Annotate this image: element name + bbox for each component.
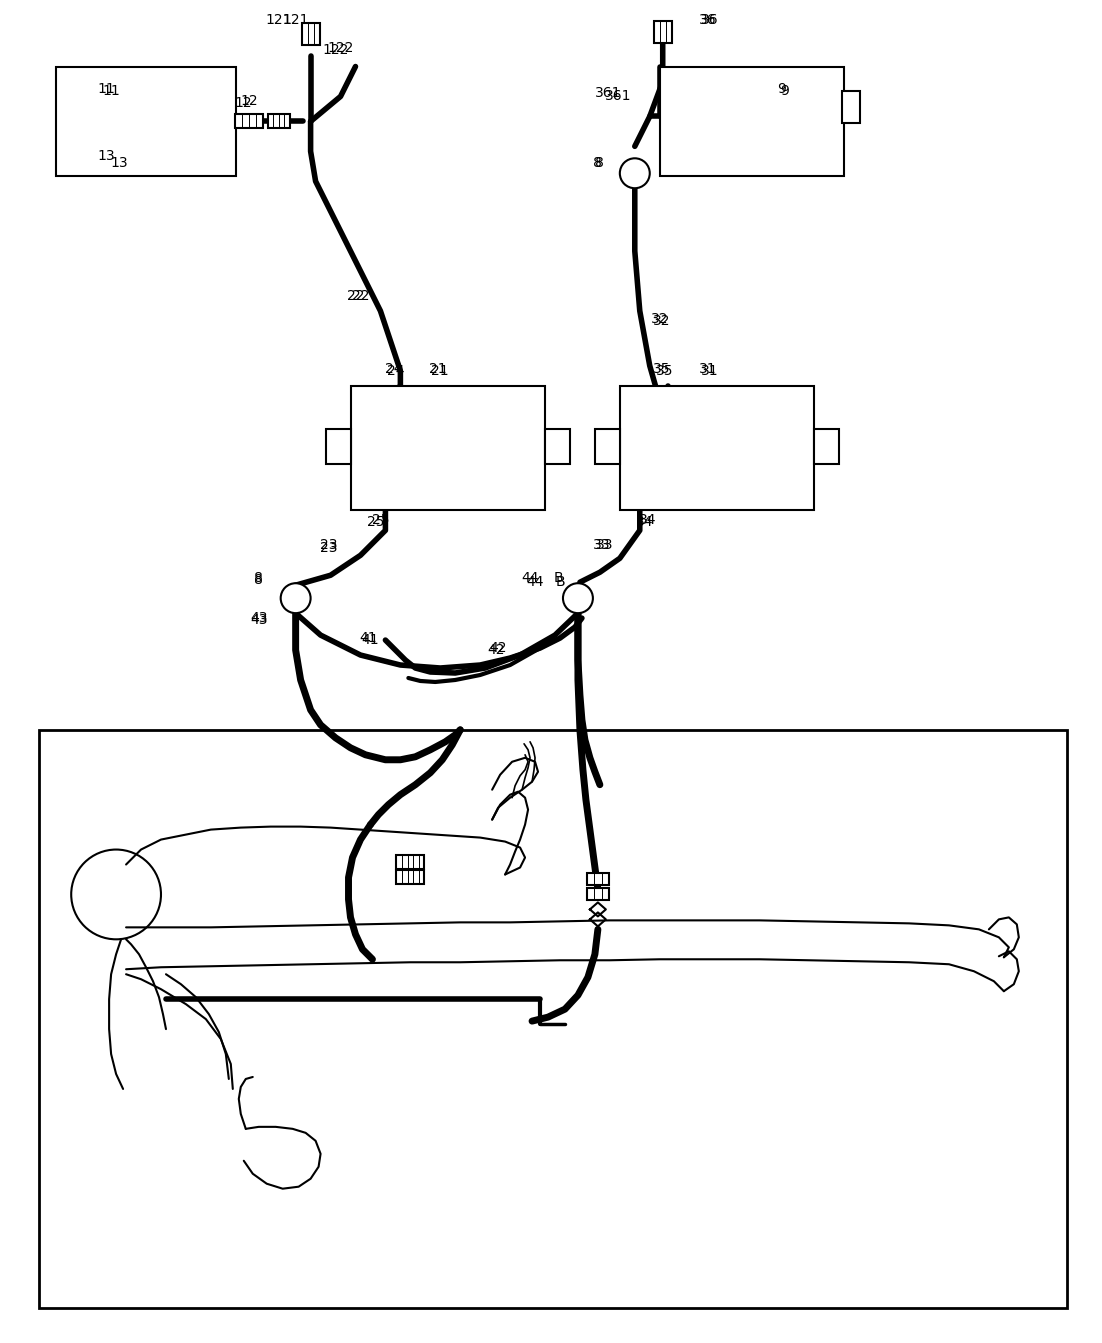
Bar xyxy=(235,114,262,129)
Text: 43: 43 xyxy=(250,614,268,627)
Text: 13: 13 xyxy=(97,149,115,164)
Circle shape xyxy=(281,583,311,614)
Circle shape xyxy=(563,583,593,614)
Bar xyxy=(397,870,424,885)
Text: 9: 9 xyxy=(780,85,789,98)
Text: 361: 361 xyxy=(595,86,622,101)
Text: 44: 44 xyxy=(527,575,543,590)
Text: 122: 122 xyxy=(327,40,354,55)
Bar xyxy=(842,91,861,124)
Text: 32: 32 xyxy=(653,314,670,328)
Text: 121: 121 xyxy=(282,12,309,27)
Text: 22: 22 xyxy=(347,289,365,304)
Text: 22: 22 xyxy=(352,289,369,304)
Text: 36: 36 xyxy=(699,12,716,27)
Text: 32: 32 xyxy=(651,312,669,326)
Bar xyxy=(653,20,672,43)
Bar xyxy=(587,889,608,900)
Text: 361: 361 xyxy=(605,90,631,103)
Text: 21: 21 xyxy=(430,361,447,376)
Text: 24: 24 xyxy=(387,364,404,377)
Text: 122: 122 xyxy=(323,43,348,56)
Text: 31: 31 xyxy=(699,361,716,376)
Bar xyxy=(325,428,350,463)
Text: 8: 8 xyxy=(595,156,604,171)
Text: 24: 24 xyxy=(385,361,402,376)
Text: 35: 35 xyxy=(653,361,670,376)
Bar xyxy=(814,428,840,463)
Text: 9: 9 xyxy=(777,82,786,97)
Bar xyxy=(587,873,608,885)
Text: B: B xyxy=(553,571,563,586)
Text: 13: 13 xyxy=(110,156,128,171)
Circle shape xyxy=(619,158,650,188)
Text: 41: 41 xyxy=(359,631,377,645)
Text: 43: 43 xyxy=(250,611,268,624)
Text: B: B xyxy=(555,575,565,590)
Text: 21: 21 xyxy=(432,364,450,377)
Text: 41: 41 xyxy=(361,633,379,647)
Text: 44: 44 xyxy=(521,571,539,586)
Circle shape xyxy=(72,850,161,939)
Bar xyxy=(619,385,814,510)
Text: 12: 12 xyxy=(240,94,258,109)
Text: 42: 42 xyxy=(489,641,507,655)
Text: 11: 11 xyxy=(102,85,120,98)
Bar xyxy=(302,23,320,44)
Text: 8: 8 xyxy=(255,573,263,587)
Bar xyxy=(545,428,570,463)
Text: 34: 34 xyxy=(639,513,657,528)
Text: 31: 31 xyxy=(701,364,719,377)
Text: 34: 34 xyxy=(636,516,653,529)
Bar xyxy=(660,67,844,176)
Text: 12: 12 xyxy=(234,97,251,110)
Text: 121: 121 xyxy=(266,12,292,27)
Text: 42: 42 xyxy=(487,643,505,657)
Text: 11: 11 xyxy=(97,82,115,97)
Bar xyxy=(595,428,619,463)
Text: 8: 8 xyxy=(594,156,603,171)
Text: 25: 25 xyxy=(367,516,385,529)
Text: 23: 23 xyxy=(320,541,337,555)
Text: 23: 23 xyxy=(320,539,337,552)
Text: 8: 8 xyxy=(255,571,263,586)
Text: 36: 36 xyxy=(701,12,719,27)
Bar xyxy=(40,729,1067,1308)
Bar xyxy=(397,854,424,869)
Text: 25: 25 xyxy=(371,513,389,528)
Bar xyxy=(56,67,236,176)
Bar xyxy=(268,114,290,129)
Text: 33: 33 xyxy=(593,539,611,552)
Bar xyxy=(350,385,545,510)
Text: 33: 33 xyxy=(596,539,614,552)
Text: 35: 35 xyxy=(656,364,673,377)
